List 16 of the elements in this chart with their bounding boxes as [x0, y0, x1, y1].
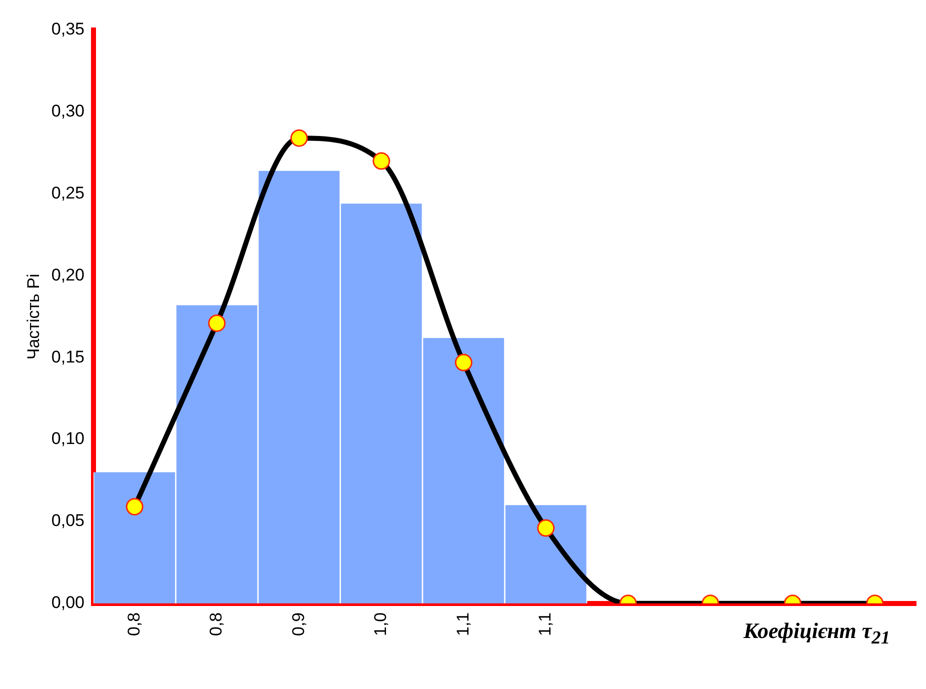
y-tick-label: 0,10 [51, 429, 84, 448]
x-tick-label: 1,1 [453, 612, 472, 636]
y-tick-label: 0,30 [51, 102, 84, 121]
y-tick-label: 0,35 [51, 20, 84, 39]
y-tick-label: 0,05 [51, 511, 84, 530]
y-tick-label: 0,00 [51, 593, 84, 612]
y-axis-title: Частість Pi [24, 274, 43, 360]
x-tick-label: 0,9 [288, 612, 308, 636]
x-tick-label: 1,0 [371, 612, 390, 636]
y-tick-label: 0,15 [51, 347, 84, 366]
x-tick-label: 0,8 [206, 612, 226, 636]
x-axis-title: Коефіцієнт τ$_{21}$ [743, 618, 890, 648]
y-tick-label: 0,20 [51, 265, 84, 284]
x-tick-label: 1,1 [536, 612, 555, 636]
y-tick-label: 0,25 [51, 184, 84, 203]
x-tick-label: 0,8 [124, 612, 144, 636]
